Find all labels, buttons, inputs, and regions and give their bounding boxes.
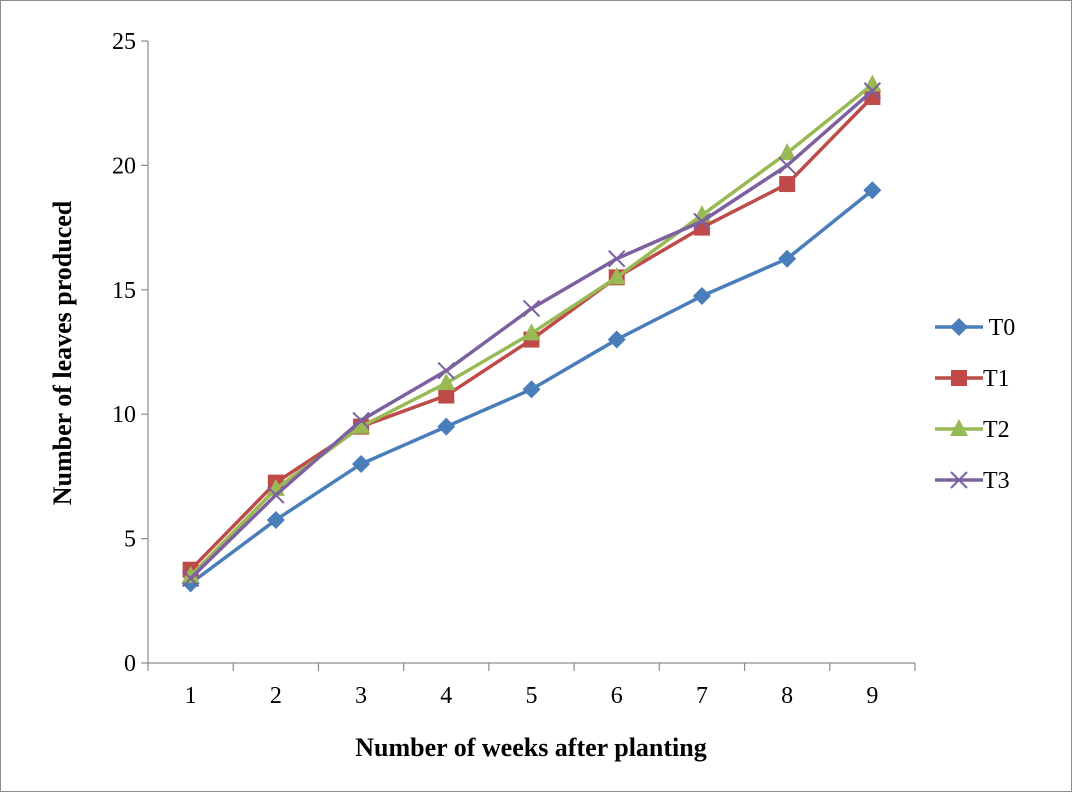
data-point — [522, 380, 541, 399]
data-point — [779, 176, 796, 193]
series-t3 — [181, 82, 882, 588]
y-tick-label: 10 — [112, 402, 136, 428]
data-point — [437, 361, 455, 380]
data-point — [693, 212, 711, 231]
data-point — [522, 323, 541, 341]
legend-label: T0 — [983, 315, 1015, 341]
legend-entry: T2 — [935, 417, 1010, 443]
data-point — [352, 411, 370, 430]
legend-label: T2 — [983, 417, 1010, 443]
axes — [141, 40, 916, 671]
data-point — [863, 74, 882, 92]
data-point — [267, 486, 285, 504]
x-tick-label: 6 — [611, 683, 623, 709]
data-point — [437, 373, 456, 391]
legend-marker — [950, 419, 968, 436]
legend-marker — [950, 318, 968, 336]
x-tick-label: 7 — [696, 683, 708, 709]
tick-labels: 0 5 10 15 20 25 1 2 3 4 5 6 7 8 9 — [112, 29, 878, 709]
data-point — [522, 299, 541, 318]
series-layer — [181, 74, 882, 593]
data-point — [181, 565, 200, 583]
x-tick-label: 4 — [440, 683, 452, 709]
x-tick-label: 1 — [185, 683, 197, 709]
data-point — [692, 287, 711, 306]
data-point — [607, 267, 626, 285]
data-point — [438, 387, 455, 404]
y-tick-label: 20 — [112, 153, 136, 179]
x-axis-title: Number of weeks after planting — [355, 733, 706, 762]
data-point — [437, 417, 456, 436]
data-point — [352, 454, 371, 473]
data-point — [863, 181, 882, 200]
data-point — [181, 569, 200, 588]
x-tick-label: 9 — [866, 683, 878, 709]
y-tick-label: 15 — [112, 278, 136, 304]
data-point — [607, 330, 626, 349]
x-tick-label: 5 — [526, 683, 538, 709]
legend-label: T1 — [983, 366, 1010, 392]
legend-label: T3 — [983, 468, 1010, 494]
legend-marker — [950, 471, 968, 489]
series-t2 — [181, 74, 882, 583]
data-point — [608, 249, 626, 268]
data-point — [778, 249, 797, 268]
data-point — [266, 510, 285, 529]
legend-marker — [951, 370, 967, 386]
data-point — [863, 82, 882, 100]
x-tick-label: 3 — [355, 683, 367, 709]
y-tick-label: 0 — [124, 651, 136, 677]
legend-entry: T3 — [935, 468, 1010, 494]
x-tick-label: 8 — [781, 683, 793, 709]
series-t0 — [181, 181, 882, 593]
data-point — [778, 142, 797, 160]
legend-entry: T0 — [935, 315, 1015, 341]
legend-entry: T1 — [935, 366, 1010, 392]
data-point — [778, 156, 796, 175]
x-tick-label: 2 — [270, 683, 282, 709]
y-axis-title: Number of leaves produced — [48, 200, 77, 505]
y-tick-label: 25 — [112, 29, 136, 55]
data-point — [352, 416, 371, 434]
legend: T0 T1 T2 T3 — [935, 315, 1015, 494]
y-tick-label: 5 — [124, 527, 136, 553]
